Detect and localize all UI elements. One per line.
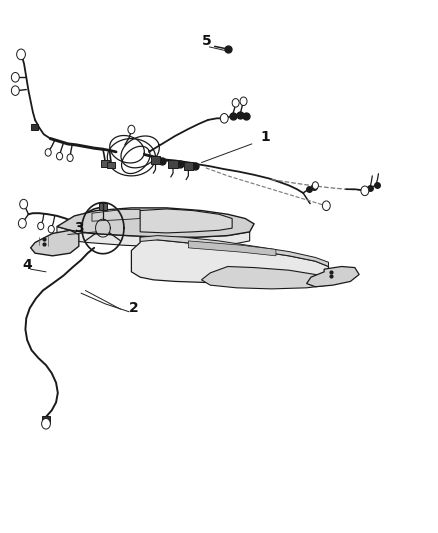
Bar	[184, 162, 193, 171]
Circle shape	[17, 49, 25, 60]
Circle shape	[67, 154, 73, 161]
Circle shape	[48, 225, 54, 233]
Circle shape	[322, 201, 330, 211]
Bar	[168, 160, 178, 167]
Polygon shape	[57, 227, 250, 247]
Circle shape	[38, 222, 44, 230]
Circle shape	[45, 149, 51, 156]
Polygon shape	[188, 241, 276, 256]
Circle shape	[11, 86, 19, 95]
Text: 3: 3	[74, 221, 84, 235]
Bar	[151, 156, 160, 164]
Bar	[101, 160, 110, 167]
Bar	[99, 203, 107, 210]
Polygon shape	[57, 208, 254, 237]
Text: 1: 1	[261, 130, 270, 144]
Polygon shape	[31, 230, 79, 256]
Polygon shape	[131, 237, 328, 284]
Circle shape	[42, 418, 50, 429]
Circle shape	[232, 99, 239, 107]
Circle shape	[128, 125, 135, 134]
Polygon shape	[307, 266, 359, 287]
Circle shape	[11, 72, 19, 82]
Text: 2: 2	[129, 301, 139, 315]
Polygon shape	[92, 209, 140, 221]
Circle shape	[240, 97, 247, 106]
Circle shape	[220, 114, 228, 123]
Polygon shape	[201, 266, 328, 289]
Circle shape	[20, 199, 28, 209]
Text: 5: 5	[201, 34, 211, 49]
Bar	[31, 124, 38, 130]
Text: 4: 4	[22, 258, 32, 272]
Bar	[107, 162, 115, 168]
Circle shape	[361, 186, 369, 196]
Polygon shape	[140, 209, 232, 233]
Circle shape	[57, 152, 63, 160]
Bar	[42, 416, 50, 423]
Circle shape	[312, 182, 318, 189]
Polygon shape	[140, 236, 328, 266]
Circle shape	[18, 219, 26, 228]
